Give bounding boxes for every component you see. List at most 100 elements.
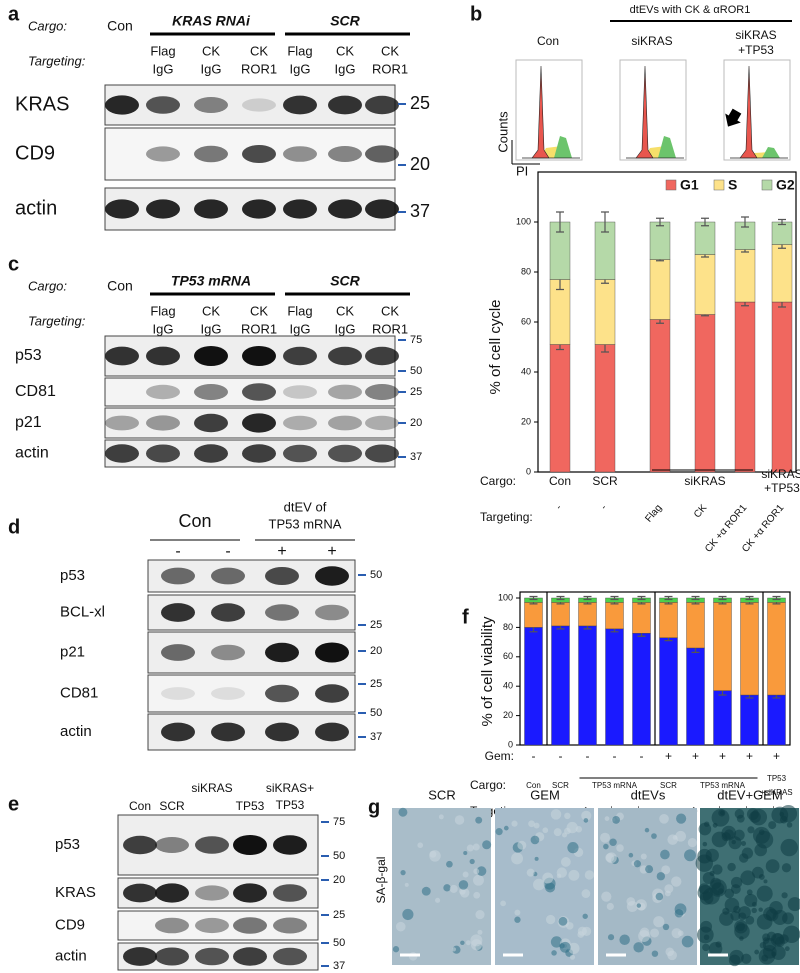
cell [677,930,684,937]
bar-segment [649,259,671,320]
band [283,146,317,162]
error-bar [637,595,646,601]
y-tick-label: 40 [503,681,513,691]
cell [664,884,674,894]
band [315,722,349,742]
cargo-item: TP53 [767,774,787,783]
cell [730,884,741,894]
cell [404,882,409,887]
band [242,98,276,112]
lane-label: CK [336,303,354,318]
cell [619,934,630,946]
histogram-label: +TP53 [738,43,774,57]
row-label: CD9 [55,916,85,933]
cell [421,886,431,896]
cell [660,849,670,860]
cargo-item: +TP53 [764,481,800,495]
control-label: Con [107,18,133,34]
band [233,917,267,934]
cell [482,840,492,850]
cell [459,888,470,898]
cell [676,813,687,824]
band [273,835,307,855]
bar-segment [632,602,651,634]
bar-segment [649,221,671,260]
image-label: GEM [530,787,560,802]
band [242,346,276,366]
cell [451,947,457,952]
cell [435,897,441,903]
row-label: actin [60,723,92,740]
error-bar [778,218,786,226]
cell [443,884,451,892]
cell [566,821,578,834]
cell [662,923,670,931]
cell [712,822,718,828]
band [283,415,317,431]
cell [651,950,659,957]
cargo-item: Con [526,781,541,790]
lane-label: IgG [153,61,174,76]
band [365,199,399,219]
cell [542,827,549,834]
band [283,199,317,219]
cell [702,841,708,847]
bar-segment [740,602,759,696]
lane-label: IgG [201,321,222,336]
lane-label: + [277,543,286,560]
cell [782,925,800,943]
header-label: dtEVs with CK & αROR1 [630,4,751,16]
row-label: p53 [15,347,42,364]
cell [449,884,458,893]
image-label: SCR [428,787,455,802]
y-tick-label: 20 [503,710,513,720]
cell [581,810,592,821]
cell [616,844,624,852]
x-tick-label: - [640,749,644,763]
cell [746,889,753,896]
cell [604,816,610,821]
band [105,346,139,366]
cell [684,849,696,862]
lane-label: CK [250,43,268,58]
row-label: KRAS [15,93,69,115]
band [265,642,299,663]
bar-segment [694,314,716,473]
band [211,644,245,661]
cell [511,852,524,865]
cell [674,903,687,916]
cell [551,950,557,956]
error-bar [556,595,565,601]
cell [402,908,414,921]
bar-segment [694,254,716,315]
error-bar [772,595,781,601]
cargo-label: Cargo: [28,278,67,293]
x-tick-label: + [773,749,780,763]
cell [612,816,620,824]
bar-segment [740,694,759,746]
cell [462,871,469,878]
row-label: BCL-xl [60,603,105,620]
row-label: CD9 [15,142,55,164]
bar-segment [594,344,616,473]
cell [704,821,710,827]
stain-label: SA-β-gal [374,857,388,904]
band [161,687,195,700]
band [194,346,228,366]
cell [533,822,540,829]
cell [517,840,527,850]
marker-label: 37 [333,960,345,972]
band [194,199,228,219]
error-bar [718,595,727,601]
panel-letter: g [368,796,380,818]
error-bar [691,595,700,601]
cell [466,844,474,852]
cell [712,864,723,875]
cell [473,874,484,886]
band [328,384,362,400]
cell [759,941,767,949]
cell [763,879,768,884]
bar-segment [767,694,786,746]
cell [644,827,650,833]
lane-label: IgG [153,321,174,336]
